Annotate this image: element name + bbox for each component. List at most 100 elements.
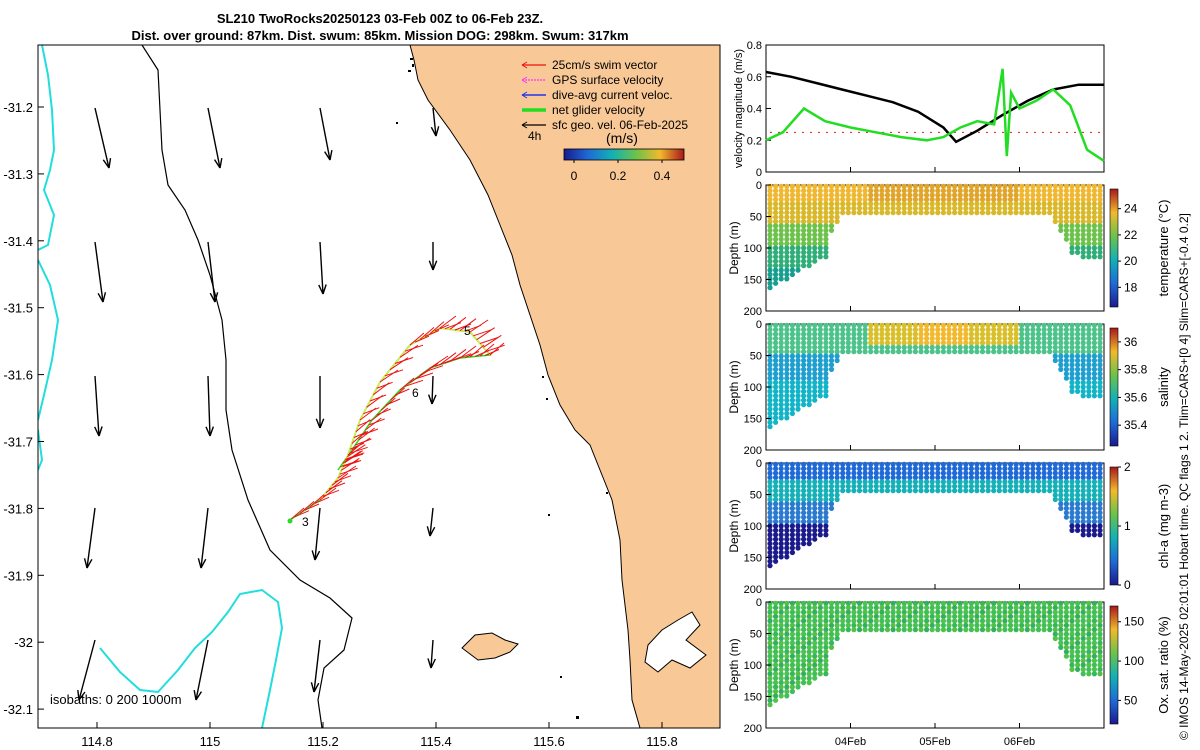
section-point (896, 183, 902, 189)
section-point (817, 322, 823, 328)
section-point (806, 479, 812, 485)
section-point (778, 605, 784, 611)
swim-vector (322, 489, 340, 497)
section-point (1086, 618, 1092, 624)
section-point (823, 201, 829, 207)
section-y-tick-label: 50 (750, 490, 762, 502)
section-point (868, 461, 874, 467)
section-point (767, 196, 773, 203)
section-point (767, 393, 773, 399)
section-point (817, 635, 823, 642)
section-point (907, 196, 913, 203)
section-point (795, 644, 801, 651)
section-y-tick-label: 150 (744, 553, 762, 565)
section-point (912, 331, 919, 337)
section-point (1047, 196, 1053, 203)
section-point (856, 192, 863, 198)
section-point (1075, 188, 1081, 194)
section-point (834, 627, 840, 633)
section-point (773, 461, 779, 467)
section-point (851, 479, 857, 485)
section-point (1063, 331, 1069, 337)
section-point (778, 680, 784, 686)
section-point (773, 541, 779, 547)
section-point (817, 384, 823, 390)
section-point (1052, 631, 1058, 637)
velocity-axes (765, 44, 1105, 173)
section-point (1075, 380, 1081, 386)
land-polygon (409, 45, 720, 728)
section-point (918, 205, 924, 211)
section-point (912, 483, 919, 489)
section-point (806, 496, 812, 503)
section-point (789, 249, 796, 255)
section-point (890, 605, 896, 611)
section-point (1052, 635, 1058, 642)
section-point (767, 545, 773, 551)
section-point (789, 335, 796, 342)
section-point (773, 371, 779, 377)
section-point (974, 483, 980, 489)
section-point (1075, 357, 1081, 364)
section-point (840, 205, 846, 211)
section-point (784, 536, 790, 542)
section-point (812, 344, 818, 350)
section-point (845, 466, 851, 472)
section-point (1058, 210, 1064, 216)
section-point (929, 205, 935, 211)
section-point (773, 249, 779, 255)
section-point (1091, 488, 1097, 494)
section-point (784, 271, 790, 278)
section-point (929, 331, 935, 337)
section-point (828, 609, 835, 615)
section-point (1019, 335, 1025, 342)
section-point (1086, 340, 1092, 346)
section-point (924, 344, 930, 350)
section-point (929, 622, 935, 628)
section-point (1002, 192, 1008, 198)
section-point (912, 600, 919, 606)
swim-vector (299, 500, 315, 514)
section-point (968, 327, 975, 333)
section-point (1091, 618, 1097, 624)
section-point (968, 349, 975, 355)
section-point (778, 201, 784, 207)
section-point (834, 635, 840, 642)
section-point (1091, 662, 1097, 668)
section-point (1007, 613, 1014, 620)
section-point (1052, 627, 1058, 633)
section-point (812, 192, 818, 198)
section-point (884, 474, 891, 481)
section-point (1063, 344, 1069, 350)
section-point (773, 397, 779, 403)
map-x-tick-label: 114.8 (81, 734, 113, 749)
section-point (1080, 505, 1086, 511)
geo-arrow-head (311, 550, 321, 561)
section-point (773, 362, 779, 368)
section-point (1047, 470, 1053, 476)
section-point (773, 393, 779, 399)
section-point (957, 488, 963, 494)
swim-vector (304, 503, 320, 511)
section-point (1024, 600, 1030, 606)
swim-vector (459, 318, 477, 332)
section-point (801, 519, 807, 525)
section-point (1086, 388, 1092, 394)
section-point (789, 631, 796, 637)
section-point (1013, 335, 1019, 342)
section-point (1002, 622, 1008, 628)
section-point (851, 192, 857, 198)
section-point (940, 609, 947, 615)
section-point (856, 627, 863, 633)
section-point (828, 605, 835, 611)
section-point (1013, 622, 1019, 628)
section-point (918, 470, 924, 476)
section-y-tick-label: 0 (756, 180, 762, 192)
section-point (806, 245, 812, 251)
section-point (1002, 605, 1008, 611)
section-point (1097, 371, 1103, 377)
section-point (1075, 605, 1081, 611)
section-point (773, 554, 779, 560)
section-point (1013, 340, 1019, 346)
section-point (996, 474, 1002, 481)
